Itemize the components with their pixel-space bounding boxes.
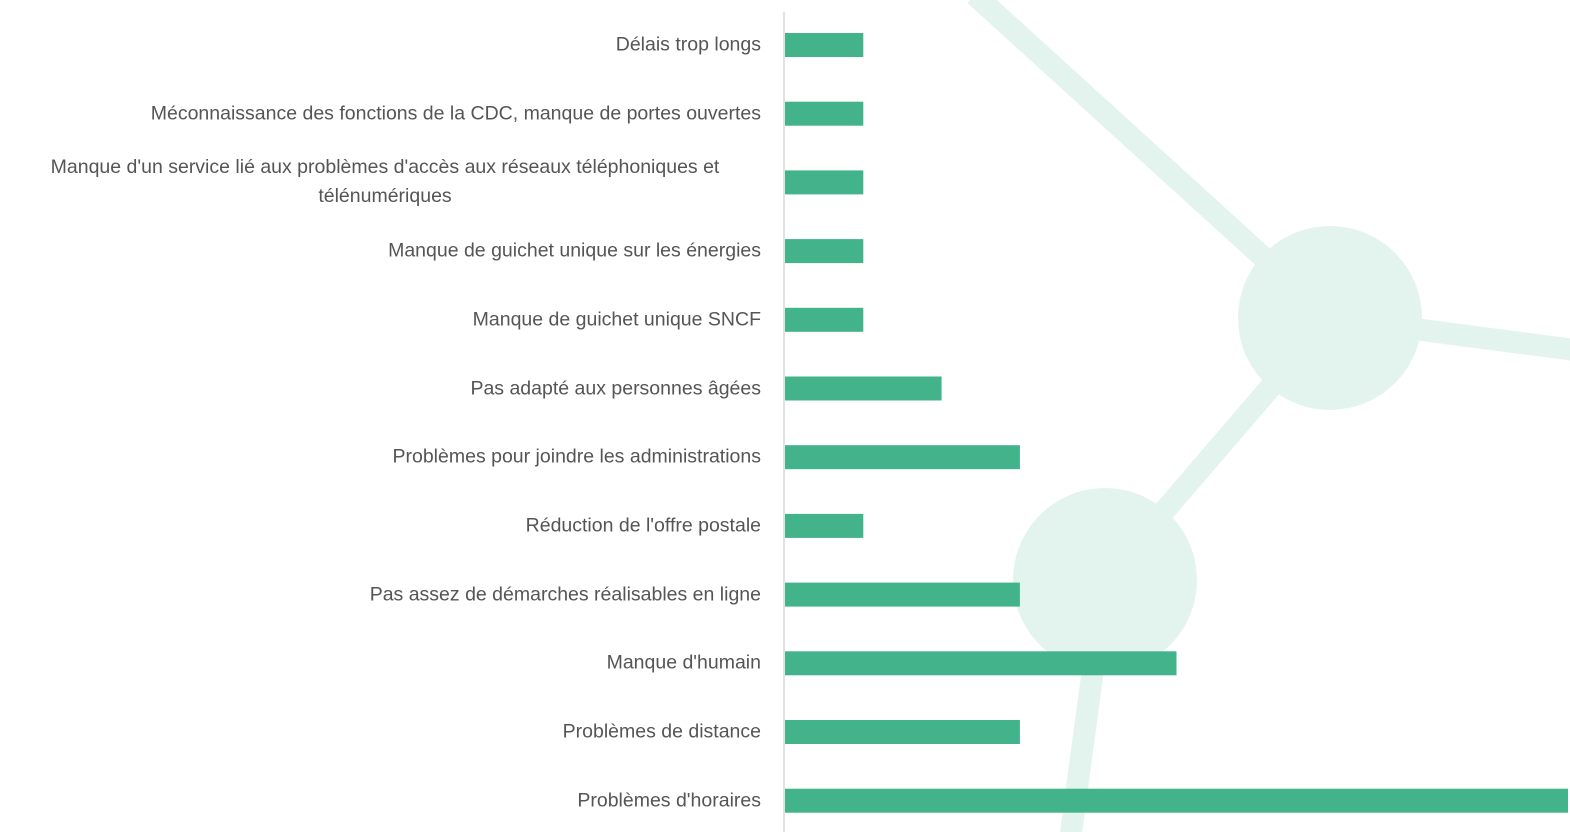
y-tick-label-box: Manque d'un service lié aux problèmes d'… — [9, 153, 761, 211]
bar — [785, 376, 942, 401]
y-tick-label-box: Problèmes pour joindre les administratio… — [9, 443, 761, 472]
bar — [785, 513, 864, 538]
background-circle — [1238, 226, 1422, 410]
y-tick-label: Manque d'un service lié aux problèmes d'… — [50, 156, 720, 208]
bar — [785, 582, 1020, 607]
bar — [785, 788, 1568, 813]
y-tick-label: Manque de guichet unique sur les énergie… — [388, 239, 761, 262]
bar — [785, 307, 864, 332]
y-tick-label: Réduction de l'offre postale — [525, 514, 761, 537]
bar — [785, 101, 864, 126]
background-decoration — [967, 0, 1570, 832]
bar — [785, 445, 1020, 470]
y-tick-label-box: Pas assez de démarches réalisables en li… — [9, 580, 761, 609]
y-tick-label-box: Méconnaissance des fonctions de la CDC, … — [9, 99, 761, 128]
bar — [785, 170, 864, 195]
y-tick-label: Problèmes de distance — [562, 720, 761, 743]
y-tick-label-box: Réduction de l'offre postale — [9, 511, 761, 540]
y-tick-label: Délais trop longs — [615, 33, 761, 56]
y-tick-label-box: Pas adapté aux personnes âgées — [9, 374, 761, 403]
y-tick-label: Pas adapté aux personnes âgées — [470, 377, 761, 399]
y-tick-label-box: Délais trop longs — [9, 31, 761, 60]
bar — [785, 651, 1177, 676]
y-tick-label: Méconnaissance des fonctions de la CDC, … — [150, 102, 761, 125]
y-tick-label: Manque de guichet unique SNCF — [472, 308, 761, 331]
y-tick-label-box: Manque de guichet unique SNCF — [9, 305, 761, 334]
y-tick-label-box: Manque de guichet unique sur les énergie… — [9, 237, 761, 266]
bar — [785, 239, 864, 264]
y-tick-label: Problèmes d'horaires — [577, 789, 761, 812]
y-tick-label: Problèmes pour joindre les administratio… — [392, 445, 761, 468]
bar — [785, 720, 1020, 744]
background-circle — [1013, 488, 1197, 672]
y-tick-label-box: Problèmes d'horaires — [9, 786, 761, 815]
y-tick-label: Manque d'humain — [606, 651, 761, 674]
y-tick-label: Pas assez de démarches réalisables en li… — [369, 583, 761, 606]
y-tick-label-box: Manque d'humain — [9, 649, 761, 678]
bar — [785, 33, 864, 57]
y-tick-label-box: Problèmes de distance — [9, 718, 761, 747]
